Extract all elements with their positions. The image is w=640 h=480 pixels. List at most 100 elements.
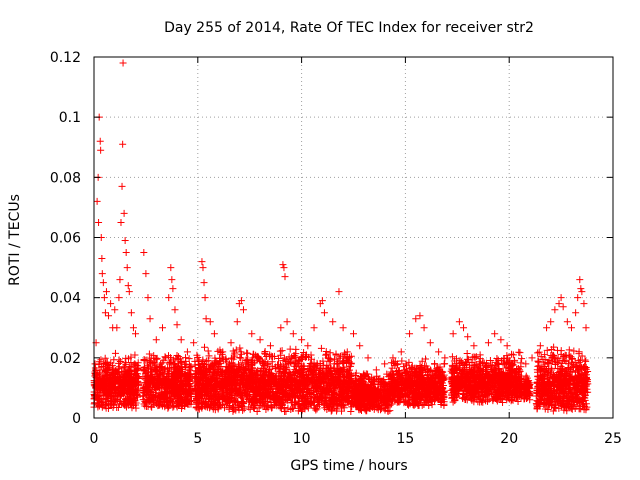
data-point (95, 372, 103, 380)
data-point (184, 375, 192, 383)
data-point (115, 369, 123, 377)
data-point (107, 381, 115, 389)
data-point (105, 401, 113, 409)
data-point (147, 368, 155, 376)
data-point (92, 366, 100, 374)
data-point (107, 359, 115, 367)
data-point (127, 362, 135, 370)
data-point (101, 354, 109, 362)
data-point (162, 397, 170, 405)
data-point (150, 352, 158, 360)
data-point (173, 403, 181, 411)
data-point (129, 391, 137, 399)
data-point (171, 366, 179, 374)
data-point (122, 360, 130, 368)
data-point (162, 381, 170, 389)
data-point (164, 364, 172, 372)
data-point (518, 355, 526, 363)
data-point (121, 387, 129, 395)
data-point (117, 380, 125, 388)
data-point (114, 403, 122, 411)
data-point (145, 398, 153, 406)
data-point (91, 393, 99, 401)
data-point (104, 389, 112, 397)
data-point (100, 360, 108, 368)
data-point (186, 377, 194, 385)
data-point (182, 354, 190, 362)
data-point (145, 350, 153, 358)
data-point (128, 404, 136, 412)
data-point (171, 384, 179, 392)
data-point (174, 396, 182, 404)
data-point (178, 400, 186, 408)
grid-lines (94, 57, 613, 418)
data-point (172, 362, 180, 370)
data-point (102, 396, 110, 404)
data-point (133, 367, 141, 375)
data-point (236, 344, 244, 352)
data-point (160, 375, 168, 383)
data-point (154, 394, 162, 402)
data-point (180, 386, 188, 394)
data-point (167, 356, 175, 364)
data-point (119, 374, 127, 382)
data-point (122, 354, 130, 362)
data-point (150, 359, 158, 367)
data-point (182, 379, 190, 387)
data-point (108, 397, 116, 405)
data-point (186, 363, 194, 371)
data-point (134, 380, 142, 388)
data-point (119, 364, 127, 372)
data-point (125, 366, 133, 374)
data-point (131, 351, 139, 359)
data-point (178, 367, 186, 375)
data-point (112, 367, 120, 375)
data-point (120, 397, 128, 405)
data-point (347, 408, 355, 416)
data-point (176, 381, 184, 389)
data-point (127, 397, 135, 405)
data-point (339, 358, 347, 366)
data-point (167, 377, 175, 385)
data-point (183, 393, 191, 401)
data-point (158, 359, 166, 367)
data-point (163, 381, 171, 389)
data-point (132, 361, 140, 369)
data-point (110, 356, 118, 364)
data-point (123, 381, 131, 389)
data-point (143, 402, 151, 410)
data-point (158, 402, 166, 410)
data-point (95, 361, 103, 369)
data-point (148, 381, 156, 389)
data-point (205, 352, 213, 360)
data-point (124, 381, 132, 389)
data-point (115, 359, 123, 367)
data-point (109, 400, 117, 408)
data-point (164, 352, 172, 360)
data-point (103, 359, 111, 367)
data-point (157, 384, 165, 392)
data-point (243, 349, 251, 357)
data-point (159, 368, 167, 376)
data-point (167, 395, 175, 403)
data-point (140, 357, 148, 365)
data-point (116, 392, 124, 400)
data-point (185, 398, 193, 406)
data-point (146, 395, 154, 403)
data-point (121, 359, 129, 367)
data-point (142, 369, 150, 377)
data-point (104, 405, 112, 413)
data-point (152, 383, 160, 391)
data-point (201, 343, 209, 351)
data-point (170, 390, 178, 398)
data-point (312, 406, 320, 414)
data-point (111, 349, 119, 357)
data-point (167, 396, 175, 404)
data-point (172, 354, 180, 362)
data-point (168, 399, 176, 407)
data-point (96, 398, 104, 406)
data-point (185, 355, 193, 363)
data-point (111, 385, 119, 393)
data-point (147, 378, 155, 385)
